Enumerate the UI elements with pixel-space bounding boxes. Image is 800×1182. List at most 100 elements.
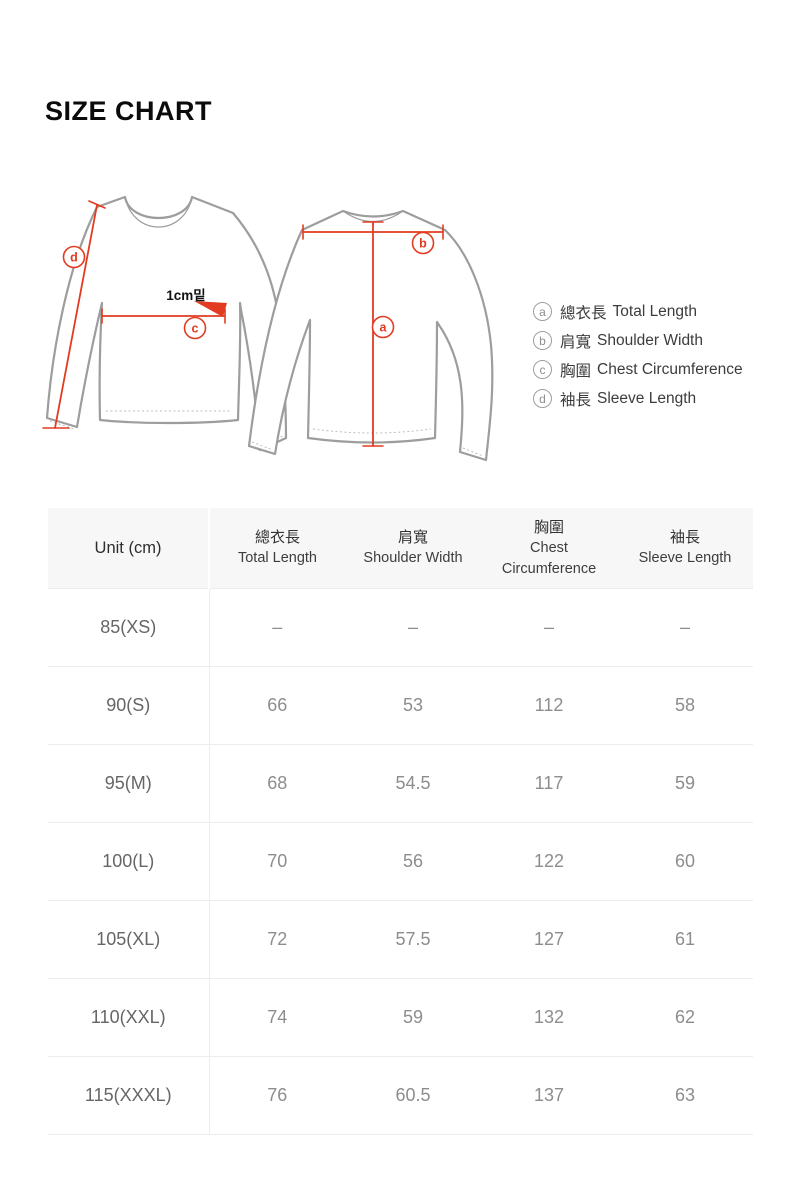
size-label: 110(XXL)	[48, 978, 210, 1057]
value-cell: 117	[481, 744, 617, 823]
value-cell: 70	[209, 822, 345, 901]
marker-c-letter: c	[192, 322, 199, 336]
value-cell: –	[345, 588, 481, 667]
header-en: Shoulder Width	[363, 550, 463, 566]
legend-zh-label: 肩寬	[560, 333, 592, 351]
header-zh: 總衣長	[254, 529, 300, 546]
header-total-length: 總衣長 Total Length	[209, 508, 345, 589]
marker-b-letter: b	[419, 237, 427, 251]
legend-zh-label: 胸圍	[560, 362, 592, 380]
table-row-85xs: 85(XS) – – – –	[48, 588, 753, 667]
measurement-markers: d c b a	[62, 231, 435, 340]
size-label: 90(S)	[48, 666, 210, 745]
value-cell: 58	[617, 666, 753, 745]
legend-zh-label: 總衣長	[560, 304, 607, 322]
value-cell: 53	[345, 666, 481, 745]
garment-diagram: 1cm밑 d c b a	[30, 180, 530, 472]
legend-item-chest-circumference: c 胸圍 Chest Circumference	[533, 355, 743, 384]
marker-a-circle	[371, 315, 395, 339]
table-row-95m: 95(M) 68 54.5 117 59	[48, 744, 753, 823]
value-cell: 137	[481, 1056, 617, 1135]
value-cell: 54.5	[345, 744, 481, 823]
legend-marker-c-icon: c	[533, 360, 552, 379]
value-cell: 76	[209, 1056, 345, 1135]
value-cell: –	[209, 588, 345, 667]
header-en: Total Length	[237, 550, 317, 566]
sleeve-length-line-d	[42, 200, 106, 429]
chest-line-c	[101, 308, 226, 324]
size-table: Unit (cm) 總衣長 Total Length 肩寬 Shoulder W…	[48, 508, 753, 1135]
table-row-115xxxl: 115(XXXL) 76 60.5 137 63	[48, 1056, 753, 1135]
value-cell: 59	[345, 978, 481, 1057]
header-zh: 肩寬	[397, 529, 428, 546]
marker-d-circle	[62, 245, 86, 269]
note-1cm: 1cm밑	[166, 288, 205, 303]
front-shirt	[45, 195, 288, 452]
value-cell: 60.5	[345, 1056, 481, 1135]
table-row-105xl: 105(XL) 72 57.5 127 61	[48, 900, 753, 979]
value-cell: 122	[481, 822, 617, 901]
value-cell: 57.5	[345, 900, 481, 979]
back-left-cuff-stitch	[251, 441, 274, 451]
header-row: Unit (cm) 總衣長 Total Length 肩寬 Shoulder W…	[48, 508, 753, 589]
value-cell: 112	[481, 666, 617, 745]
legend-en-label: Sleeve Length	[597, 389, 697, 407]
back-right-cuff-stitch	[462, 447, 484, 457]
marker-a-letter: a	[380, 321, 388, 335]
front-shirt-outline	[45, 195, 288, 452]
legend-item-sleeve-length: d 袖長 Sleeve Length	[533, 384, 743, 413]
back-shirt-outline	[247, 209, 494, 462]
value-cell: –	[617, 588, 753, 667]
table-row-110xxl: 110(XXL) 74 59 132 62	[48, 978, 753, 1057]
front-neck-rib	[124, 196, 193, 228]
header-sleeve-length: 袖長 Sleeve Length	[617, 508, 753, 589]
size-label: 115(XXXL)	[48, 1056, 210, 1135]
size-label: 105(XL)	[48, 900, 210, 979]
header-en: Chest Circumference	[501, 539, 597, 577]
measurement-legend: a 總衣長 Total Length b 肩寬 Shoulder Width c…	[533, 297, 743, 413]
legend-zh-label: 袖長	[560, 391, 592, 409]
size-table-body: 85(XS) – – – – 90(S) 66 53 112 58 95(M) …	[48, 588, 753, 1135]
value-cell: 61	[617, 900, 753, 979]
size-label: 100(L)	[48, 822, 210, 901]
value-cell: 62	[617, 978, 753, 1057]
size-table-header: Unit (cm) 總衣長 Total Length 肩寬 Shoulder W…	[48, 508, 753, 589]
marker-c-circle	[183, 316, 207, 340]
legend-marker-d-icon: d	[533, 389, 552, 408]
legend-item-shoulder-width: b 肩寬 Shoulder Width	[533, 326, 743, 355]
marker-d-letter: d	[70, 251, 78, 265]
header-unit-cell: Unit (cm)	[48, 508, 210, 589]
table-row-100l: 100(L) 70 56 122 60	[48, 822, 753, 901]
value-cell: 56	[345, 822, 481, 901]
marker-b-circle	[411, 231, 435, 255]
garment-diagram-svg: 1cm밑 d c b a	[42, 195, 494, 462]
size-label: 85(XS)	[48, 588, 210, 667]
header-shoulder-width: 肩寬 Shoulder Width	[345, 508, 481, 589]
value-cell: 74	[209, 978, 345, 1057]
value-cell: 127	[481, 900, 617, 979]
total-length-line-a	[362, 221, 384, 447]
legend-en-label: Total Length	[612, 302, 697, 320]
header-chest-circumference: 胸圍 Chest Circumference	[481, 508, 617, 589]
measurement-lines	[42, 200, 444, 447]
legend-marker-a-icon: a	[533, 302, 552, 321]
note-pointer-flag	[194, 301, 227, 317]
value-cell: 60	[617, 822, 753, 901]
header-zh: 胸圍	[533, 518, 564, 536]
value-cell: 59	[617, 744, 753, 823]
value-cell: 66	[209, 666, 345, 745]
value-cell: 63	[617, 1056, 753, 1135]
size-label: 95(M)	[48, 744, 210, 823]
legend-marker-b-icon: b	[533, 331, 552, 350]
legend-en-label: Chest Circumference	[597, 360, 743, 378]
value-cell: 68	[209, 744, 345, 823]
value-cell: 72	[209, 900, 345, 979]
table-row-90s: 90(S) 66 53 112 58	[48, 666, 753, 745]
value-cell: –	[481, 588, 617, 667]
value-cell: 132	[481, 978, 617, 1057]
header-zh: 袖長	[669, 529, 700, 546]
legend-en-label: Shoulder Width	[597, 331, 703, 349]
header-en: Sleeve Length	[638, 550, 732, 566]
page-title: SIZE CHART	[45, 96, 212, 126]
